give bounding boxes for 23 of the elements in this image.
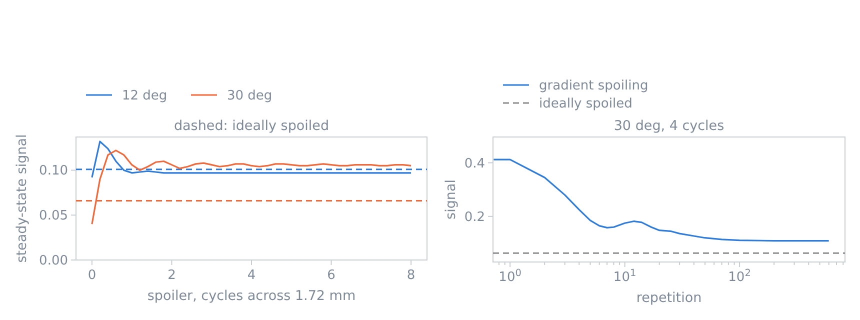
x-tick-label: 10$^{0}$ [498, 268, 522, 285]
y-tick-label: 0.00 [39, 254, 68, 268]
x-axis-title: spoiler, cycles across 1.72 mm [147, 288, 356, 304]
x-tick-label: 2 [168, 268, 176, 283]
chart-title: 30 deg, 4 cycles [614, 118, 724, 134]
y-tick-label: 0.4 [464, 156, 485, 172]
legend-label: ideally spoiled [539, 96, 632, 112]
x-tick-label: 6 [327, 268, 336, 283]
x-tick-label: 10$^{2}$ [728, 268, 751, 285]
legend-label: gradient spoiling [539, 78, 648, 94]
y-axis-title: signal [443, 180, 459, 220]
y-tick-label: 0.2 [464, 210, 485, 225]
x-axis-title: repetition [636, 290, 702, 306]
legend-label: 12 deg [122, 88, 168, 104]
y-tick-label: 0.05 [39, 208, 68, 224]
y-tick-label: 0.10 [39, 164, 68, 179]
legend-label: 30 deg [227, 88, 272, 104]
y-axis-title: steady-state signal [14, 134, 30, 263]
x-tick-label: 0 [88, 268, 96, 283]
chart-title: dashed: ideally spoiled [174, 118, 330, 134]
x-tick-label: 4 [247, 268, 256, 283]
x-tick-label: 8 [406, 268, 416, 283]
x-tick-label: 10$^{1}$ [613, 268, 636, 285]
